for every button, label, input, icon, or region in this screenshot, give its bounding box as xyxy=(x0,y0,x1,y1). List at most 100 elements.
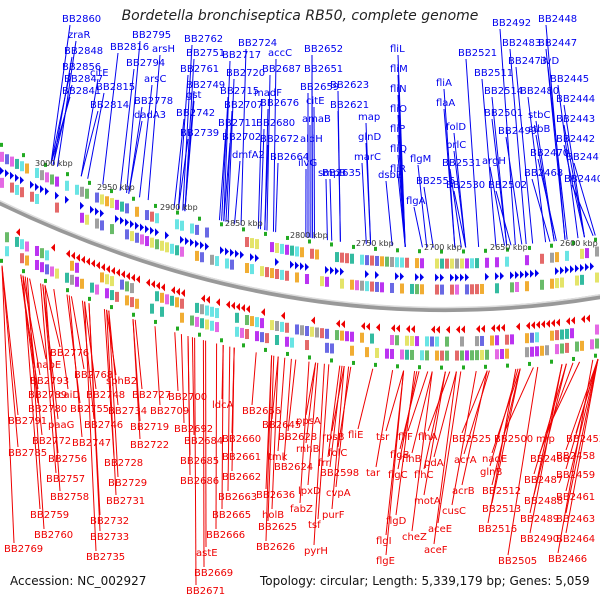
top-gene-label: BB2664 xyxy=(270,152,309,163)
kbp-tick-label: 2750 kbp xyxy=(356,239,394,248)
green-tick-mark xyxy=(528,245,531,250)
top-gene-label: BB2442 xyxy=(556,134,595,145)
green-tick-mark xyxy=(308,239,311,244)
gene-feature-block xyxy=(285,244,289,255)
bottom-gene-label: cvpA xyxy=(326,488,351,499)
gene-feature-block xyxy=(145,236,149,247)
bottom-gene-label: BB2666 xyxy=(206,530,245,541)
bottom-label-connector xyxy=(335,366,350,488)
gene-feature-block xyxy=(475,284,479,295)
gene-arrow xyxy=(586,314,590,323)
green-tick-mark xyxy=(88,296,91,301)
gene-feature-block xyxy=(135,232,139,243)
gene-feature-block xyxy=(560,329,564,340)
top-gene-label: gst xyxy=(186,90,202,101)
gene-feature-block xyxy=(125,295,129,306)
top-label-connector xyxy=(509,48,527,245)
top-gene-label: accC xyxy=(268,48,292,59)
gene-feature-block xyxy=(190,223,194,234)
gene-feature-block xyxy=(125,203,129,214)
gene-arrow xyxy=(400,272,404,281)
bottom-label-connector xyxy=(491,368,521,486)
gene-feature-block xyxy=(210,254,214,265)
gene-feature-block xyxy=(335,330,339,341)
bottom-gene-label: BB2684 xyxy=(184,436,223,447)
bottom-label-connector xyxy=(451,371,477,506)
gene-feature-block xyxy=(505,256,509,267)
gene-arrow xyxy=(590,262,594,271)
gene-feature-block xyxy=(545,345,549,356)
bottom-label-connector xyxy=(305,362,317,444)
bottom-gene-label: BB2513 xyxy=(482,504,521,515)
gene-arrow xyxy=(516,322,520,331)
bottom-gene-label: BB2756 xyxy=(48,454,87,465)
top-label-connector xyxy=(50,72,71,164)
bottom-label-connector xyxy=(461,370,488,434)
gene-feature-block xyxy=(535,346,539,357)
bottom-gene-label: BB2488 xyxy=(524,496,563,507)
bottom-gene-label: pdA xyxy=(424,458,444,469)
gene-feature-block xyxy=(200,252,204,263)
top-label-connector xyxy=(505,136,523,245)
top-gene-label: BB2761 xyxy=(180,64,219,75)
green-tick-mark xyxy=(110,305,113,310)
gene-feature-block xyxy=(275,335,279,346)
gene-arrow xyxy=(106,265,110,274)
top-label-connector xyxy=(257,98,263,229)
bottom-gene-label: BB2461 xyxy=(556,492,595,503)
bottom-gene-label: BB2636 xyxy=(256,490,295,501)
gene-feature-block xyxy=(580,248,584,259)
gene-feature-block xyxy=(465,258,469,269)
top-gene-label: BB2720 xyxy=(226,68,265,79)
bottom-label-connector xyxy=(1,265,15,544)
gene-arrow xyxy=(181,289,185,298)
gene-arrow xyxy=(66,249,70,258)
bottom-gene-label: pyrH xyxy=(304,546,328,557)
gene-feature-block xyxy=(250,238,254,249)
gene-feature-block xyxy=(435,284,439,295)
gene-arrow xyxy=(525,270,529,279)
gene-feature-block xyxy=(200,318,204,329)
top-gene-label: madF xyxy=(254,88,282,99)
gene-feature-block xyxy=(595,246,599,257)
gene-arrow xyxy=(201,294,205,303)
top-gene-label: zraR xyxy=(68,30,90,41)
gene-feature-block xyxy=(305,340,309,351)
gene-arrow xyxy=(165,231,169,240)
gene-feature-block xyxy=(505,334,509,345)
gene-feature-block xyxy=(525,281,529,292)
bottom-gene-label: BB2757 xyxy=(46,474,85,485)
gene-feature-block xyxy=(440,350,444,361)
gene-feature-block xyxy=(275,269,279,280)
bottom-gene-label: tsr xyxy=(376,432,390,443)
gene-arrow xyxy=(335,267,339,276)
gene-feature-block xyxy=(540,345,544,356)
gene-feature-block xyxy=(195,224,199,235)
gene-feature-block xyxy=(410,335,414,346)
top-label-connector xyxy=(119,68,135,191)
gene-feature-block xyxy=(585,248,589,259)
bottom-gene-label: BB2598 xyxy=(320,468,359,479)
top-gene-label: BB2443 xyxy=(556,114,595,125)
bottom-label-connector xyxy=(327,365,341,458)
gene-feature-block xyxy=(195,316,199,327)
top-label-connector xyxy=(563,104,585,238)
top-gene-label: dmfA2 xyxy=(232,150,265,161)
bottom-gene-label: BB2769 xyxy=(4,544,43,555)
bottom-label-connector xyxy=(489,368,519,467)
green-tick-mark xyxy=(44,278,47,283)
gene-feature-block xyxy=(370,281,374,292)
gene-feature-block xyxy=(165,242,169,253)
bottom-label-connector xyxy=(1,265,19,448)
top-gene-label: BB2841 xyxy=(62,86,101,97)
gene-feature-block xyxy=(5,154,9,165)
gene-feature-block xyxy=(110,198,114,209)
gene-feature-block xyxy=(445,258,449,269)
top-gene-label: BB2635 xyxy=(322,168,361,179)
top-gene-label: BB2473 xyxy=(508,56,547,67)
gene-feature-block xyxy=(330,343,334,354)
bottom-label-connector xyxy=(271,356,279,510)
gene-feature-block xyxy=(145,210,149,221)
top-label-connector xyxy=(173,118,185,209)
top-label-connector xyxy=(515,66,534,244)
